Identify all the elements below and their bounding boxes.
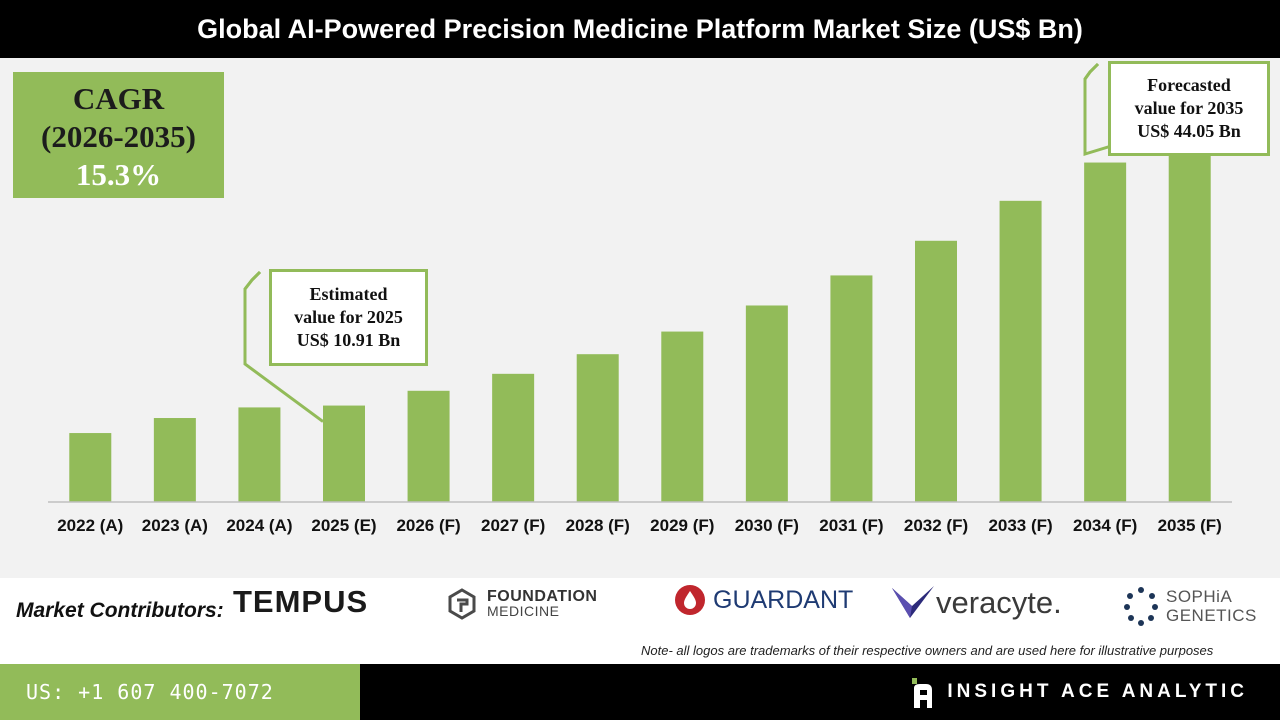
x-tick-label: 2033 (F) [988, 516, 1052, 535]
callout-estimated-line1: Estimated [309, 284, 388, 304]
x-tick-label: 2030 (F) [735, 516, 799, 535]
bar-2022-a [69, 433, 112, 502]
x-tick-label: 2027 (F) [481, 516, 545, 535]
bar-2032-f [915, 240, 957, 502]
foundation-logo-line1: FOUNDATION [487, 588, 598, 605]
chart-title: Global AI-Powered Precision Medicine Pla… [0, 0, 1280, 58]
bar-2025-e [323, 405, 365, 502]
cagr-label: CAGR [72, 81, 165, 116]
x-tick-label: 2034 (F) [1073, 516, 1137, 535]
foundation-hexagon-icon [448, 588, 476, 620]
bar-2033-f [999, 200, 1042, 502]
bar-2031-f [830, 275, 873, 502]
x-tick-label: 2031 (F) [819, 516, 883, 535]
veracyte-logo-text: veracyte. [936, 585, 1062, 620]
phone-number: US: +1 607 400-7072 [0, 664, 360, 720]
sophia-genetics-logo: SOPHiA GENETICS [1124, 586, 1257, 626]
cagr-period: (2026-2035) [41, 119, 196, 154]
callout-forecasted-line1: Forecasted [1147, 75, 1231, 95]
callout-estimated-line2: value for 2025 [294, 307, 403, 327]
x-tick-label: 2022 (A) [57, 516, 123, 535]
contributors-label: Market Contributors: [16, 599, 224, 622]
callout-estimated-line3: US$ 10.91 Bn [296, 330, 401, 350]
sophia-logo-line2: GENETICS [1166, 606, 1257, 625]
callout-forecasted-line3: US$ 44.05 Bn [1137, 121, 1241, 141]
x-tick-label: 2032 (F) [904, 516, 968, 535]
bar-2023-a [153, 418, 196, 502]
x-tick-label: 2029 (F) [650, 516, 714, 535]
callout-forecasted-line2: value for 2035 [1134, 98, 1244, 118]
tempus-logo: TEMPUS [233, 584, 368, 620]
bar-2028-f [576, 354, 619, 502]
bar-2026-f [407, 390, 450, 502]
foundation-logo-line2: MEDICINE [487, 603, 560, 619]
connector-2025-bracket [243, 270, 262, 364]
tempus-logo-text: TEMPUS [233, 584, 369, 619]
veracyte-v-icon [892, 586, 934, 618]
brand-name: INSIGHT ACE ANALYTIC [947, 681, 1248, 702]
veracyte-logo: veracyte. [890, 584, 1062, 622]
trademark-note: Note- all logos are trademarks of their … [641, 643, 1214, 658]
cagr-box: CAGR (2026-2035) 15.3% [13, 72, 224, 198]
x-tick-label: 2035 (F) [1158, 516, 1222, 535]
guardant-logo: GUARDANT [675, 585, 853, 615]
bar-2035-f [1168, 112, 1211, 503]
bars-group [69, 112, 1211, 503]
footer-contributors-area [0, 578, 1280, 664]
foundation-medicine-logo: FOUNDATION MEDICINE [447, 588, 597, 620]
bar-2034-f [1084, 162, 1127, 502]
callout-forecasted-2035: Forecasted value for 2035 US$ 44.05 Bn [1108, 61, 1270, 156]
x-tick-label: 2025 (E) [311, 516, 376, 535]
callout-estimated-2025: Estimated value for 2025 US$ 10.91 Bn [269, 269, 428, 366]
x-tick-label: 2024 (A) [226, 516, 292, 535]
bar-2027-f [492, 373, 535, 502]
x-tick-label: 2028 (F) [566, 516, 630, 535]
insight-ace-logo-icon [912, 678, 932, 708]
brand-bar: INSIGHT ACE ANALYTIC [360, 664, 1280, 720]
cagr-value: 15.3% [75, 157, 162, 192]
connector-2035-bracket [1083, 62, 1100, 154]
sophia-logo-line1: SOPHiA [1166, 587, 1233, 606]
x-tick-label: 2026 (F) [396, 516, 460, 535]
bar-2029-f [661, 331, 704, 502]
bar-chart: 2022 (A) 2023 (A) 2024 (A) 2025 (E) 2026 (F)… [48, 62, 1232, 535]
bar-2030-f [745, 305, 788, 502]
sophia-dots-icon [1124, 587, 1158, 626]
x-tick-label: 2023 (A) [142, 516, 208, 535]
guardant-logo-text: GUARDANT [713, 585, 854, 614]
x-tick-labels: 2022 (A) 2023 (A) 2024 (A) 2025 (E) 2026 (F)… [57, 516, 1222, 535]
guardant-drop-icon [675, 585, 705, 615]
bar-2024-a [238, 407, 281, 502]
